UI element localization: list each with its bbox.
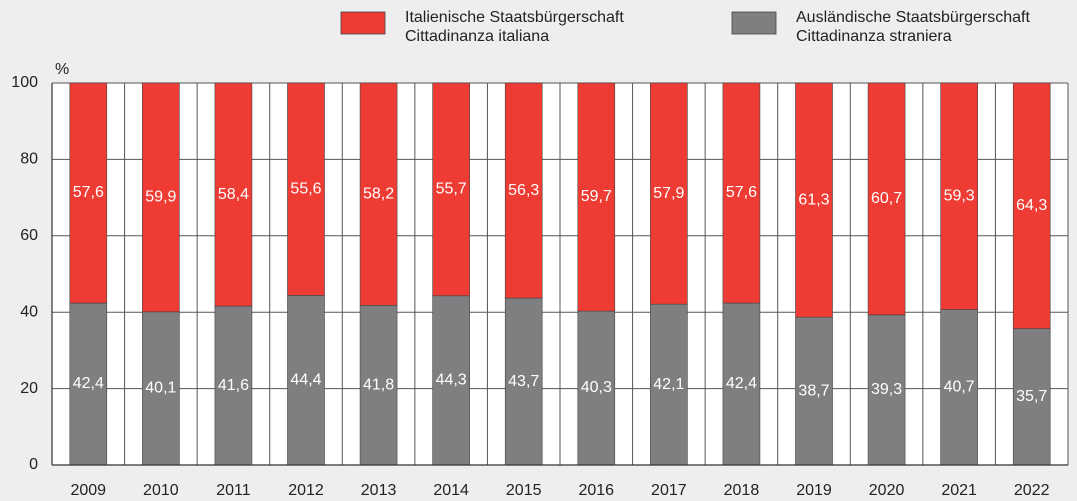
legend-swatch <box>340 11 386 35</box>
bar-segment <box>504 297 543 466</box>
bar-segment <box>650 303 688 466</box>
data-label: 59,9 <box>145 189 176 206</box>
x-tick-label: 2019 <box>796 482 832 499</box>
bar-segment <box>287 295 325 466</box>
bar-segment <box>722 82 761 304</box>
data-label: 58,2 <box>363 185 394 202</box>
data-label: 55,6 <box>290 180 321 197</box>
x-tick-label: 2014 <box>433 482 469 499</box>
bar-segment <box>287 82 325 296</box>
data-label: 58,4 <box>218 186 249 203</box>
data-label: 55,7 <box>436 181 467 198</box>
bar-segment <box>504 82 543 299</box>
data-label: 44,3 <box>436 372 467 389</box>
x-tick-label: 2020 <box>869 482 905 499</box>
bar-segment <box>214 82 253 307</box>
data-label: 57,6 <box>726 184 757 201</box>
data-label: 56,3 <box>508 182 539 199</box>
data-label: 40,7 <box>944 378 975 395</box>
data-label: 43,7 <box>508 373 539 390</box>
data-label: 39,3 <box>871 381 902 398</box>
bar-segment <box>432 82 470 297</box>
data-label: 41,6 <box>218 377 249 394</box>
data-label: 38,7 <box>798 382 829 399</box>
bar-segment <box>359 305 398 466</box>
x-tick-label: 2021 <box>941 482 977 499</box>
data-label: 42,4 <box>726 375 757 392</box>
x-tick-label: 2022 <box>1014 482 1050 499</box>
bar-segment <box>69 82 108 304</box>
data-label: 40,3 <box>581 379 612 396</box>
bar-segment <box>722 302 761 466</box>
bar-segment <box>359 82 398 306</box>
bar-segment <box>940 82 978 310</box>
bar-segment <box>867 82 906 316</box>
bar-segment <box>69 302 108 466</box>
y-tick-label: 0 <box>29 456 38 473</box>
data-label: 60,7 <box>871 190 902 207</box>
data-label: 35,7 <box>1016 388 1047 405</box>
x-tick-label: 2015 <box>506 482 542 499</box>
data-label: 41,8 <box>363 376 394 393</box>
x-tick-label: 2009 <box>70 482 106 499</box>
data-label: 57,9 <box>653 185 684 202</box>
x-tick-label: 2011 <box>216 482 251 499</box>
data-label: 42,1 <box>653 376 684 393</box>
x-tick-label: 2013 <box>361 482 397 499</box>
x-tick-label: 2016 <box>578 482 614 499</box>
bar-segment <box>214 305 253 466</box>
legend-label: Italienische Staatsbürgerschaft Cittadin… <box>405 9 624 45</box>
x-tick-label: 2017 <box>651 482 687 499</box>
y-tick-label: 20 <box>20 380 38 397</box>
bar-segment <box>577 82 616 312</box>
data-label: 59,7 <box>581 188 612 205</box>
data-label: 44,4 <box>290 371 321 388</box>
data-label: 64,3 <box>1016 197 1047 214</box>
bar-segment <box>940 309 978 466</box>
bar-segment <box>650 82 688 305</box>
x-tick-label: 2010 <box>143 482 179 499</box>
data-label: 61,3 <box>798 191 829 208</box>
bar-segment <box>142 82 180 313</box>
data-label: 57,6 <box>73 184 104 201</box>
x-tick-label: 2018 <box>724 482 760 499</box>
legend-label: Ausländische Staatsbürgerschaft Cittadin… <box>796 9 1030 45</box>
bar-segment <box>577 310 616 466</box>
data-label: 42,4 <box>73 375 104 392</box>
data-label: 40,1 <box>145 380 176 397</box>
y-axis-label: % <box>55 61 69 78</box>
y-tick-label: 40 <box>20 303 38 320</box>
bar-segment <box>795 82 833 318</box>
data-label: 59,3 <box>944 187 975 204</box>
bar-segment <box>1012 82 1051 329</box>
y-tick-label: 60 <box>20 227 38 244</box>
bar-segment <box>795 316 833 466</box>
y-tick-label: 100 <box>11 74 38 91</box>
legend-swatch <box>731 11 777 35</box>
x-tick-label: 2012 <box>288 482 324 499</box>
y-tick-label: 80 <box>20 151 38 168</box>
